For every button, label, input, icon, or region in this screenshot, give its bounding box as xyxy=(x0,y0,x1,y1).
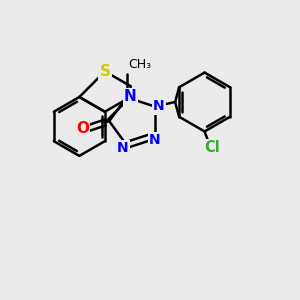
Text: N: N xyxy=(124,89,137,104)
Text: N: N xyxy=(117,141,129,155)
Text: N: N xyxy=(153,99,165,113)
Text: Cl: Cl xyxy=(204,140,220,155)
Text: CH₃: CH₃ xyxy=(128,58,151,71)
Text: N: N xyxy=(149,133,160,147)
Text: S: S xyxy=(100,64,110,79)
Text: O: O xyxy=(76,121,89,136)
